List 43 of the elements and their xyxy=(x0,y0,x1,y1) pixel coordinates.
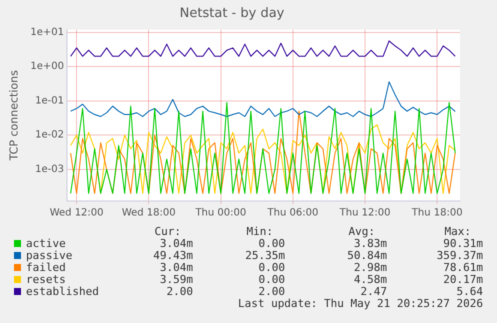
legend-label: failed xyxy=(26,261,66,274)
y-tick-label: 1e-02 xyxy=(35,130,64,141)
text: 20.17m xyxy=(443,273,483,286)
text: 2.47 xyxy=(360,285,387,298)
text: 5.64 xyxy=(456,285,483,298)
text: 3.04m xyxy=(160,261,193,274)
x-tick-label: Thu 12:00 xyxy=(338,208,390,219)
x-tick-label: Thu 06:00 xyxy=(266,208,318,219)
x-tick-label: Thu 18:00 xyxy=(410,208,463,219)
x-tick-label: Wed 12:00 xyxy=(50,208,104,219)
text: 90.31m xyxy=(443,237,483,250)
text: 49.43m xyxy=(153,249,193,262)
legend-label: established xyxy=(26,285,99,298)
y-tick-label: 1e+00 xyxy=(30,61,64,72)
y-tick-label: 1e-03 xyxy=(35,164,64,176)
text: 50.84m xyxy=(347,249,387,262)
legend-label: active xyxy=(26,237,66,250)
text: Min: xyxy=(246,225,273,238)
text: 2.00 xyxy=(258,285,285,298)
text: 0.00 xyxy=(258,261,285,274)
y-axis-title: TCP connections xyxy=(7,70,20,162)
x-tick-label: Thu 00:00 xyxy=(194,208,246,219)
text: 0.00 xyxy=(258,273,285,286)
x-tick-label: Wed 18:00 xyxy=(122,208,176,219)
y-tick-label: 1e+01 xyxy=(30,26,64,38)
text: 4.58m xyxy=(354,273,387,286)
legend-label: passive xyxy=(26,249,72,262)
text: Last update: Thu May 21 20:25:27 2026 xyxy=(238,297,483,310)
text: 25.35m xyxy=(245,249,285,262)
text: Max: xyxy=(444,225,471,238)
text: 2.00 xyxy=(166,285,193,298)
text: Avg: xyxy=(348,225,375,238)
text: Cur: xyxy=(154,225,181,238)
text: 78.61m xyxy=(443,261,483,274)
y-tick-label: 1e-01 xyxy=(35,95,64,106)
text: 3.83m xyxy=(354,237,387,250)
chart-title: Netstat - by day xyxy=(180,6,285,22)
legend-label: resets xyxy=(26,273,66,286)
text: 359.37m xyxy=(436,249,483,262)
text: 2.98m xyxy=(354,261,387,274)
text: 3.59m xyxy=(160,273,193,286)
text: 0.00 xyxy=(258,237,285,250)
text: 3.04m xyxy=(160,237,193,250)
